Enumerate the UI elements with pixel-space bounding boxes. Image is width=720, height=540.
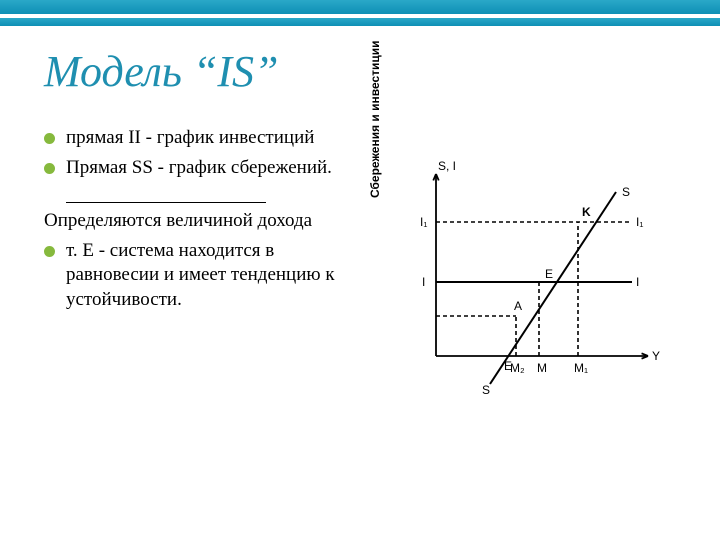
is-model-chart: S, IYIII₁I₁SSKEAEMM₁M₂ (380, 156, 680, 416)
svg-text:Y: Y (652, 349, 660, 363)
bullet-item: т. E - система находится в равновесии и … (44, 239, 344, 312)
svg-text:I: I (422, 275, 425, 289)
svg-text:E: E (545, 267, 553, 281)
svg-text:S: S (482, 383, 490, 397)
svg-text:M: M (537, 361, 547, 375)
svg-text:M₂: M₂ (510, 361, 525, 375)
body-text: прямая II - график инвестиций Прямая SS -… (44, 126, 344, 318)
bullet-item: прямая II - график инвестиций (44, 126, 344, 150)
svg-text:A: A (514, 299, 522, 313)
underline-rule (66, 187, 266, 203)
svg-text:I: I (636, 275, 639, 289)
page-title: Модель “IS” (44, 46, 278, 97)
svg-text:S, I: S, I (438, 159, 456, 173)
svg-text:M₁: M₁ (574, 361, 588, 375)
decorative-top-band (0, 0, 720, 34)
bullet-item: Определяются величиной дохода (44, 209, 344, 233)
svg-text:K: K (582, 205, 591, 219)
svg-text:I₁: I₁ (636, 215, 643, 229)
svg-text:S: S (622, 185, 630, 199)
svg-text:I₁: I₁ (420, 215, 427, 229)
slide: Модель “IS” прямая II - график инвестици… (0, 0, 720, 540)
bullet-item: Прямая SS - график сбережений. (44, 156, 344, 180)
